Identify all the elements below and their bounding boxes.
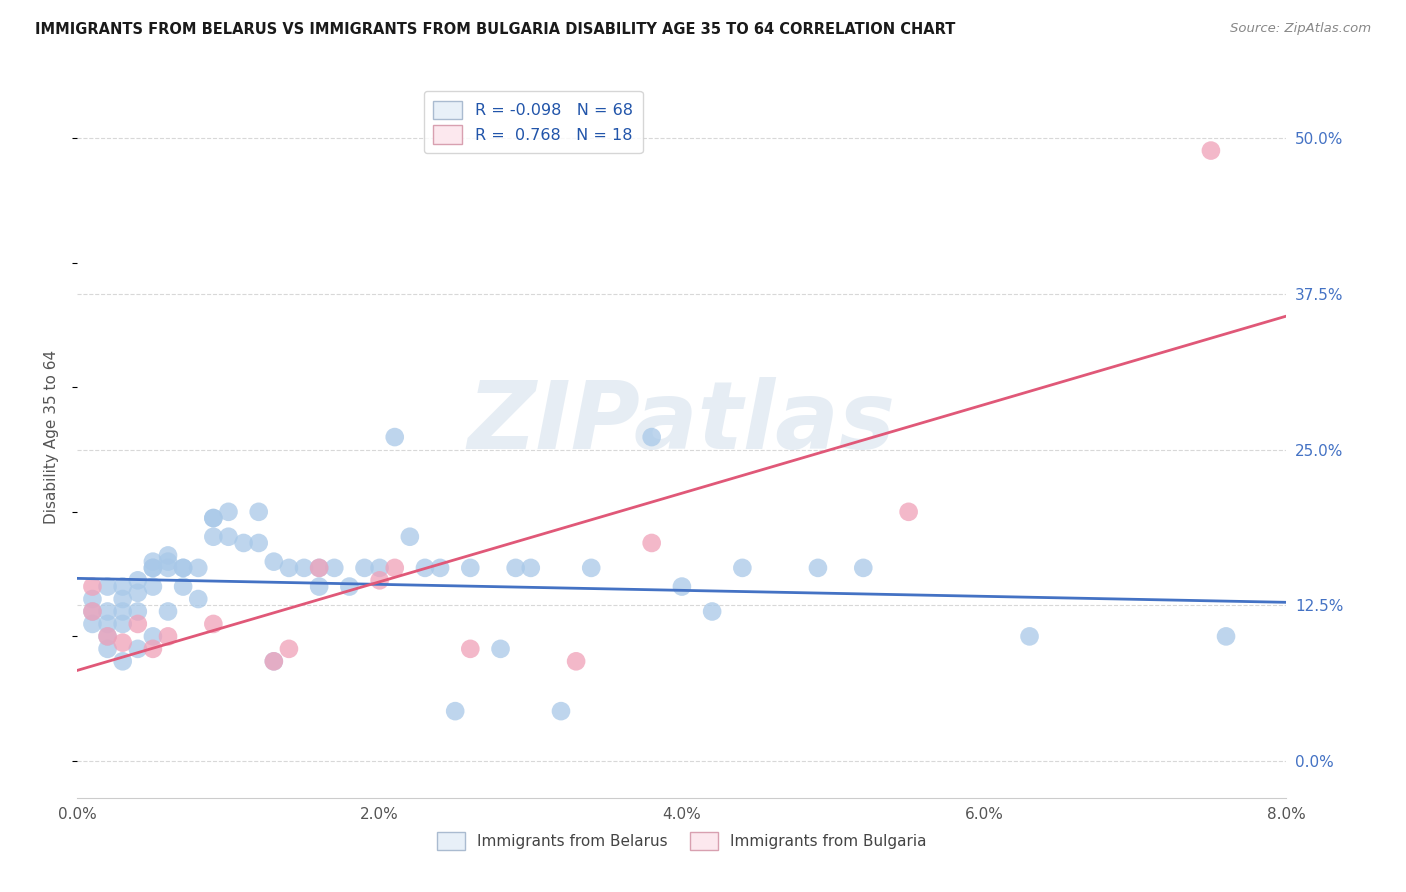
Point [292,561,315,575]
Point [263,654,285,668]
Point [202,530,225,544]
Point [202,511,225,525]
Point [897,505,920,519]
Point [142,561,165,575]
Point [308,561,330,575]
Point [444,704,467,718]
Point [278,641,301,656]
Point [127,574,149,588]
Point [127,616,149,631]
Point [127,641,149,656]
Point [142,580,165,594]
Point [187,561,209,575]
Point [641,536,664,550]
Point [111,605,134,619]
Text: Source: ZipAtlas.com: Source: ZipAtlas.com [1230,22,1371,36]
Point [384,561,406,575]
Point [82,605,104,619]
Text: ZIPatlas: ZIPatlas [468,376,896,468]
Text: IMMIGRANTS FROM BELARUS VS IMMIGRANTS FROM BULGARIA DISABILITY AGE 35 TO 64 CORR: IMMIGRANTS FROM BELARUS VS IMMIGRANTS FR… [35,22,956,37]
Point [127,605,149,619]
Point [550,704,572,718]
Point [384,430,406,444]
Point [702,605,724,619]
Point [218,505,240,519]
Point [852,561,875,575]
Point [263,555,285,569]
Point [142,561,165,575]
Point [157,605,180,619]
Point [202,616,225,631]
Point [458,561,481,575]
Point [157,629,180,643]
Point [565,654,588,668]
Point [505,561,527,575]
Point [731,561,754,575]
Point [232,536,254,550]
Point [218,530,240,544]
Point [82,616,104,631]
Point [96,629,118,643]
Legend: Immigrants from Belarus, Immigrants from Bulgaria: Immigrants from Belarus, Immigrants from… [432,826,932,855]
Point [368,561,391,575]
Point [308,580,330,594]
Point [458,641,481,656]
Point [172,561,194,575]
Point [641,430,664,444]
Point [111,654,134,668]
Point [339,580,360,594]
Point [157,561,180,575]
Point [111,635,134,649]
Point [323,561,346,575]
Point [263,654,285,668]
Point [399,530,422,544]
Point [82,605,104,619]
Point [96,580,118,594]
Point [368,574,391,588]
Y-axis label: Disability Age 35 to 64: Disability Age 35 to 64 [44,350,59,524]
Point [157,549,180,563]
Point [127,586,149,600]
Point [247,536,270,550]
Point [96,605,118,619]
Point [82,592,104,607]
Point [520,561,543,575]
Point [111,580,134,594]
Point [96,641,118,656]
Point [142,555,165,569]
Point [247,505,270,519]
Point [489,641,512,656]
Point [157,555,180,569]
Point [172,561,194,575]
Point [1199,144,1222,158]
Point [278,561,301,575]
Point [581,561,603,575]
Point [142,641,165,656]
Point [96,616,118,631]
Point [308,561,330,575]
Point [172,580,194,594]
Point [187,592,209,607]
Point [96,629,118,643]
Point [807,561,830,575]
Point [1018,629,1040,643]
Point [353,561,375,575]
Point [111,616,134,631]
Point [111,592,134,607]
Point [202,511,225,525]
Point [1215,629,1237,643]
Point [142,629,165,643]
Point [413,561,436,575]
Point [671,580,693,594]
Point [429,561,451,575]
Point [82,580,104,594]
